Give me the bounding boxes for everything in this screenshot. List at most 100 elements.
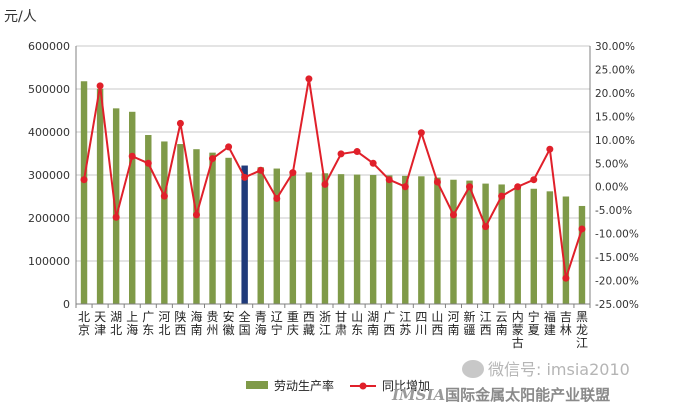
- x-tick-label: 北: [78, 310, 90, 324]
- x-tick-label: 贵: [207, 310, 219, 324]
- x-tick-label: 京: [78, 323, 90, 337]
- line-point: [80, 176, 88, 184]
- line-point: [449, 211, 457, 219]
- wechat-watermark: 微信号: imsia2010: [462, 356, 630, 380]
- bar: [369, 175, 377, 304]
- x-tick-label: 东: [142, 323, 154, 337]
- x-tick-label: 山: [351, 310, 363, 324]
- x-tick-label: 西: [303, 310, 315, 324]
- legend-line-marker: [359, 382, 367, 390]
- y-right-tick-label: -5.00%: [595, 205, 632, 217]
- bar: [289, 171, 297, 304]
- line-series: [80, 75, 586, 282]
- line-point: [530, 176, 538, 184]
- line-point: [144, 159, 152, 167]
- y-right-tick-label: 25.00%: [595, 64, 635, 76]
- legend: 劳动生产率 同比增加: [246, 378, 430, 393]
- bar: [80, 81, 88, 304]
- x-tick-label: 肃: [335, 323, 347, 337]
- x-tick-label: 古: [512, 335, 524, 350]
- x-tick-label: 西: [480, 323, 492, 337]
- bar: [418, 176, 425, 304]
- x-tick-label: 河: [447, 310, 459, 324]
- x-tick-label: 林: [560, 323, 572, 337]
- line-point: [257, 166, 265, 174]
- line-point: [482, 223, 490, 231]
- line-point: [176, 119, 184, 127]
- org-prefix: IMSIA: [392, 386, 446, 404]
- bar-series: [80, 81, 586, 304]
- y-right-tick-label: -20.00%: [595, 276, 639, 288]
- line-point: [209, 155, 217, 163]
- bar: [578, 205, 586, 304]
- line-point: [160, 192, 168, 200]
- x-tick-label: 北: [110, 323, 122, 337]
- x-tick-label: 州: [207, 323, 219, 337]
- x-tick-label: 新: [464, 309, 476, 324]
- line-point: [353, 148, 361, 156]
- x-tick-label: 湖: [367, 309, 379, 324]
- line-point: [96, 82, 104, 90]
- bar: [209, 152, 216, 304]
- bar: [193, 149, 200, 304]
- gridlines: [76, 45, 590, 262]
- x-tick-label: 南: [496, 322, 508, 337]
- x-tick-label: 江: [480, 310, 492, 324]
- x-tick-label: 南: [190, 322, 202, 337]
- x-tick-label: 藏: [303, 323, 315, 337]
- line-point: [369, 159, 377, 167]
- y-right-tick-label: 20.00%: [595, 88, 635, 100]
- x-tick-label: 徽: [223, 322, 235, 337]
- x-tick-label: 苏: [399, 323, 411, 337]
- bar: [514, 185, 521, 304]
- line-point: [321, 180, 329, 188]
- bar: [321, 173, 329, 304]
- line-point: [546, 145, 554, 153]
- x-tick-label: 津: [94, 323, 106, 337]
- y-left-tick-label: 200000: [28, 212, 70, 225]
- y-left-tick-label: 500000: [28, 83, 70, 96]
- line-point: [562, 274, 570, 282]
- bar: [337, 174, 345, 304]
- x-tick-label: 河: [158, 310, 170, 324]
- line-point: [112, 213, 120, 221]
- x-tick-label: 疆: [464, 323, 476, 337]
- line-point: [289, 169, 297, 177]
- x-tick-label: 上: [126, 310, 138, 324]
- bar: [96, 89, 104, 304]
- x-tick-label: 西: [174, 323, 186, 337]
- x-tick-label: 南: [447, 322, 459, 337]
- x-tick-label: 广: [383, 310, 395, 324]
- x-tick-label: 江: [576, 336, 588, 350]
- bar: [402, 175, 409, 304]
- bar: [466, 180, 473, 304]
- x-tick-label: 江: [319, 323, 331, 337]
- bar: [305, 172, 313, 304]
- y-right-tick-label: -25.00%: [595, 299, 639, 311]
- line-point: [225, 143, 233, 151]
- legend-bar-swatch: [246, 381, 268, 389]
- x-tick-label: 庆: [287, 323, 299, 337]
- x-tick-label: 海: [126, 322, 138, 337]
- line-point: [401, 183, 409, 191]
- x-tick-label: 川: [415, 323, 427, 337]
- x-tick-label: 南: [367, 322, 379, 337]
- x-tick-label: 福: [544, 309, 556, 324]
- x-tick-label: 夏: [528, 323, 540, 337]
- y-right-tick-label: 10.00%: [595, 135, 635, 147]
- org-name: 国际金属太阳能产业联盟: [445, 386, 611, 404]
- y-right-tick-label: 5.00%: [595, 158, 628, 170]
- x-tick-label: 湖: [110, 309, 122, 324]
- y-right-tick-label: 30.00%: [595, 41, 635, 53]
- y-right-tick-label: 15.00%: [595, 111, 635, 123]
- bar: [273, 168, 280, 304]
- y-left-tick-label: 100000: [28, 255, 70, 268]
- x-tick-label: 国: [239, 323, 251, 337]
- line-point: [466, 183, 474, 191]
- bar: [546, 191, 554, 304]
- x-tick-label: 西: [431, 323, 443, 337]
- x-tick-label: 云: [496, 310, 508, 324]
- line-point: [337, 150, 345, 158]
- x-tick-label: 海: [190, 309, 202, 324]
